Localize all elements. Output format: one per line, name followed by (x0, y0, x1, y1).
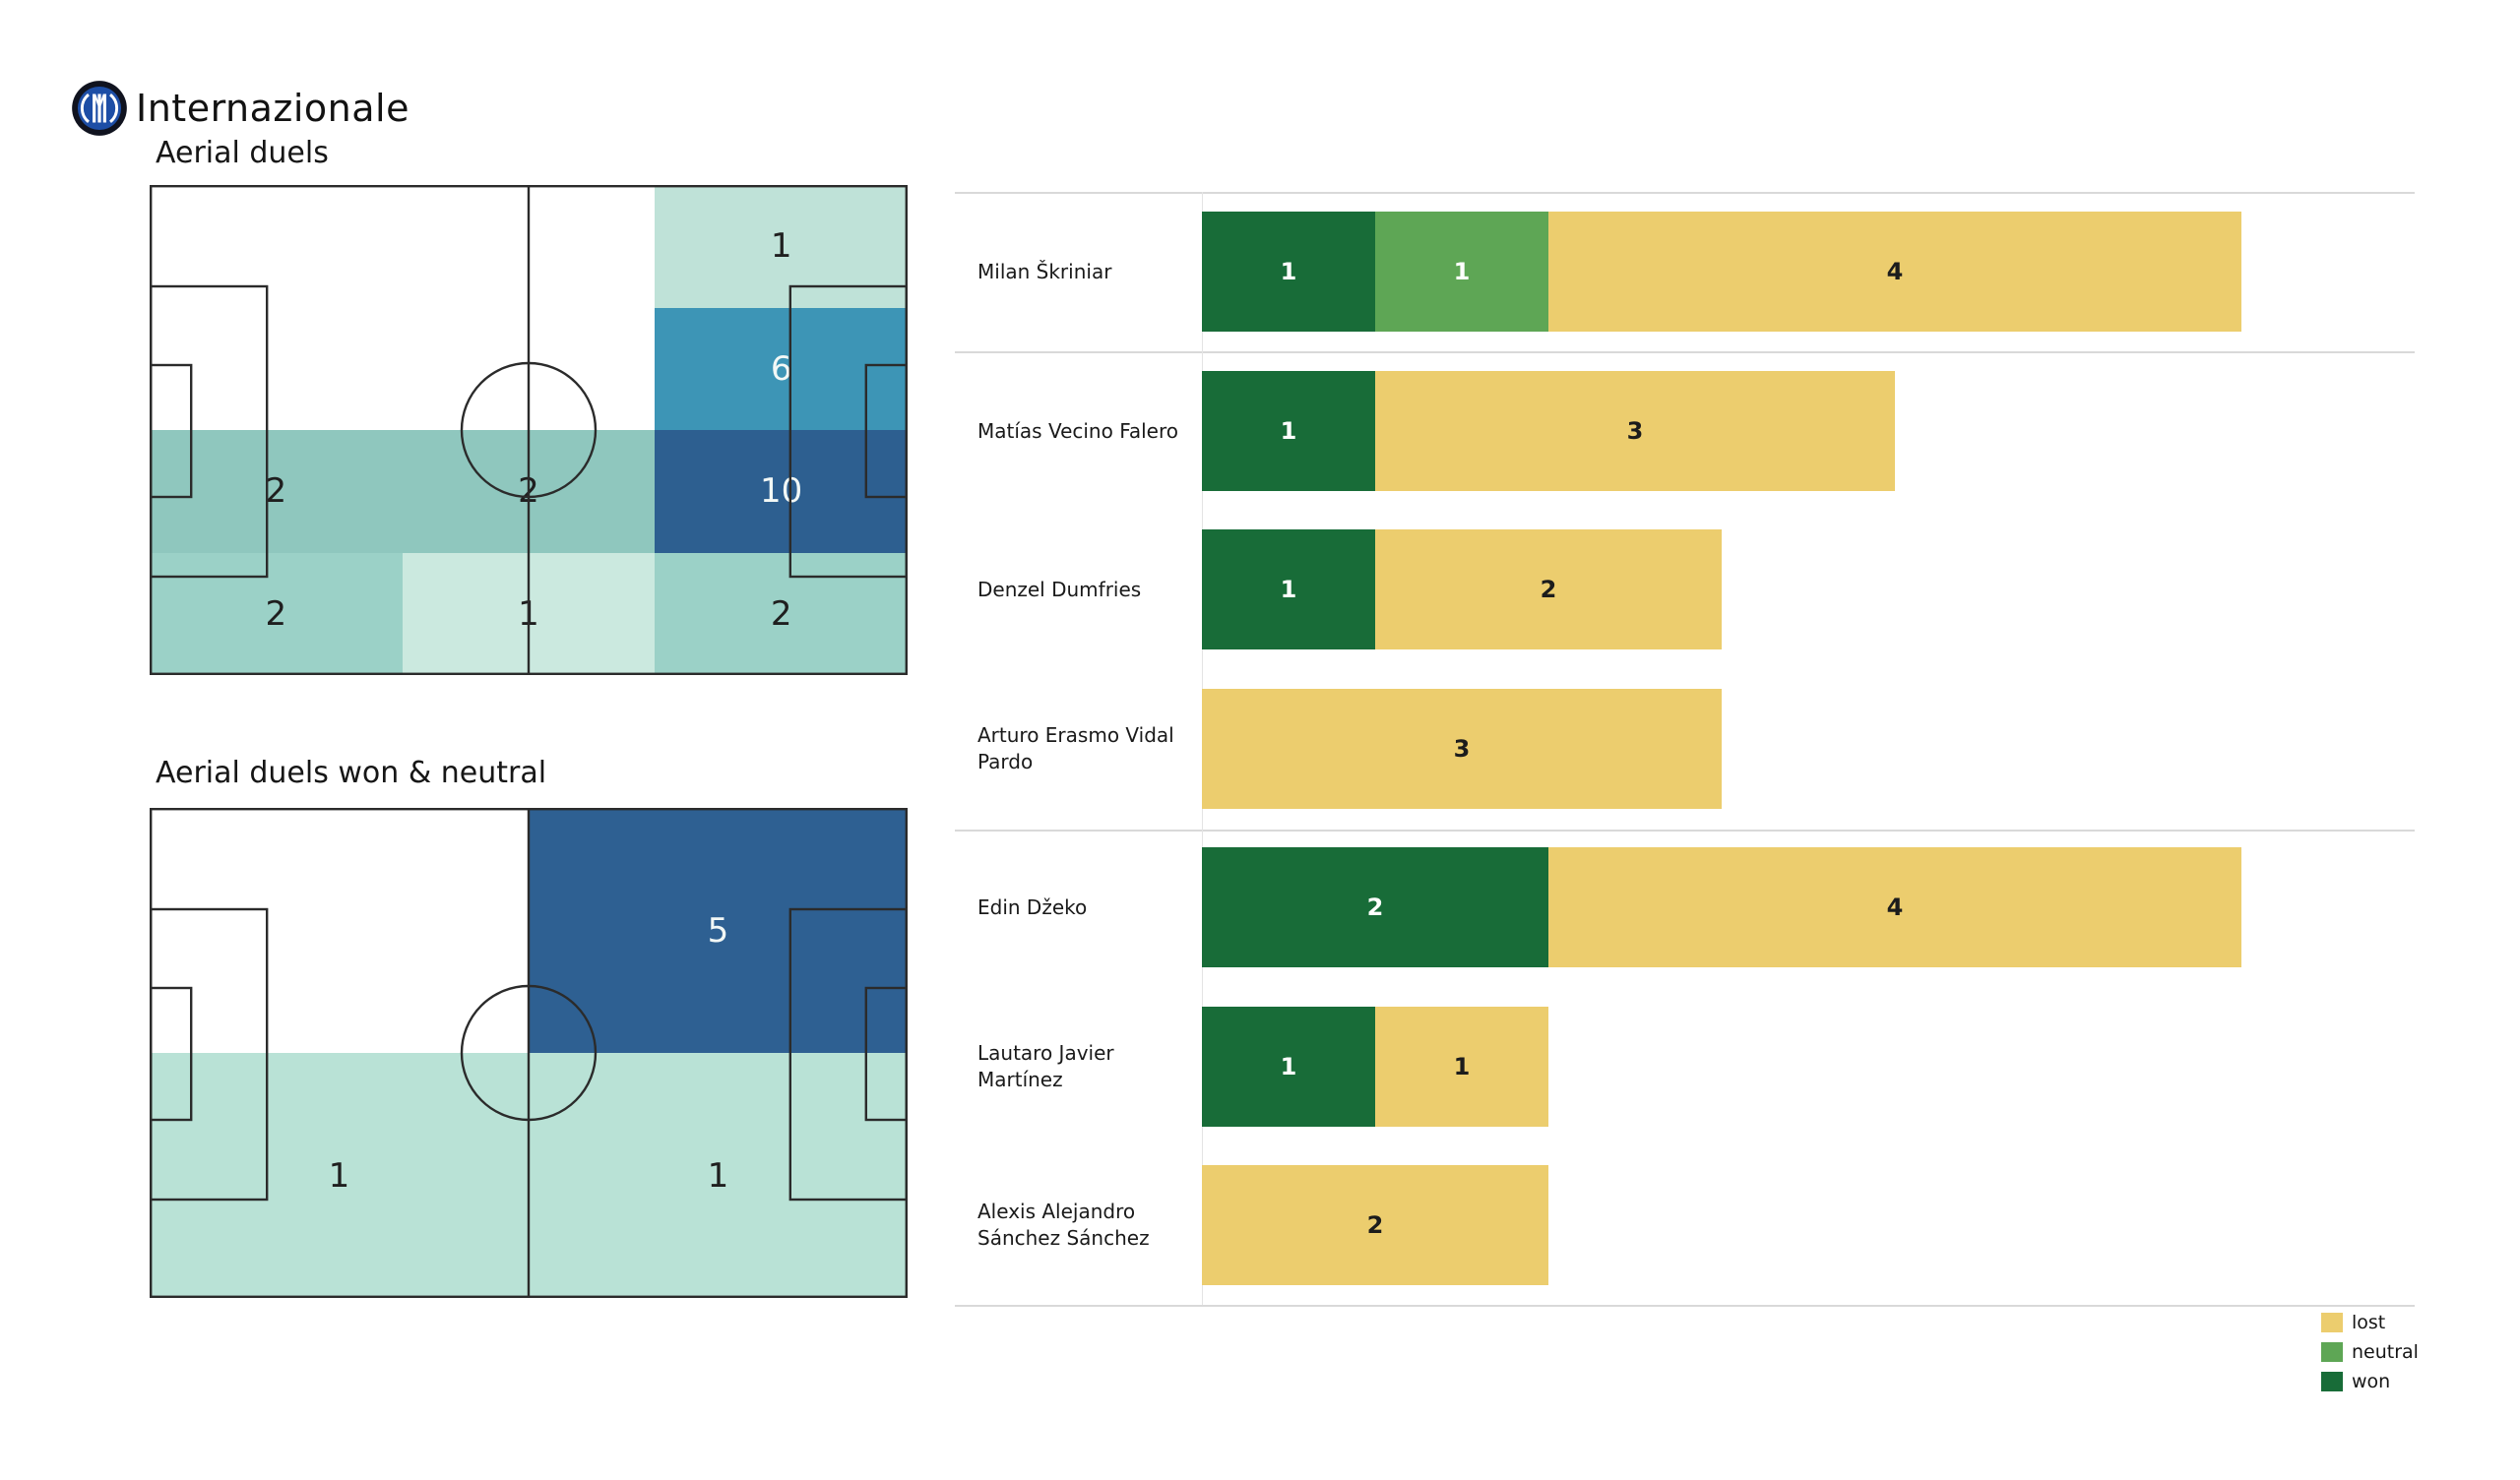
pitch-markings (150, 808, 908, 1298)
bar-segment-value: 2 (1366, 894, 1384, 921)
separator-line (955, 351, 2415, 353)
heat-zone: 1 (150, 1053, 529, 1298)
player-duels-bar: 2 (1202, 1165, 1548, 1285)
player-name: Arturo Erasmo Vidal Pardo (977, 689, 1200, 809)
heat-zone-value: 1 (770, 226, 792, 267)
player-name-line: Alexis Alejandro (977, 1200, 1136, 1223)
separator-line (955, 192, 2415, 194)
player-name: Matías Vecino Falero (977, 371, 1200, 491)
bar-segment-lost: 4 (1548, 212, 2241, 332)
bar-segment-value: 4 (1886, 894, 1904, 921)
team-header: Internazionale (71, 79, 410, 138)
bar-segment-value: 1 (1280, 258, 1297, 285)
bar-segment-won: 1 (1202, 1007, 1375, 1127)
player-duels-bar: 3 (1202, 689, 1722, 809)
player-name: Lautaro Javier Martínez (977, 1007, 1200, 1127)
legend-swatch-neutral (2321, 1342, 2343, 1362)
player-name-line: Pardo (977, 750, 1034, 773)
bar-segment-value: 1 (1453, 1053, 1471, 1080)
separator-line (955, 1305, 2415, 1307)
player-name-line: Milan Škriniar (977, 259, 1112, 283)
bar-segment-value: 1 (1280, 576, 1297, 603)
bar-segment-value: 2 (1540, 576, 1557, 603)
player-name: Alexis Alejandro Sánchez Sánchez (977, 1165, 1200, 1285)
legend-swatch-lost (2321, 1313, 2343, 1332)
player-name: Milan Škriniar (977, 212, 1200, 332)
bar-segment-lost: 3 (1202, 689, 1722, 809)
bar-segment-won: 1 (1202, 212, 1375, 332)
legend-item-lost: lost (2321, 1312, 2419, 1333)
bar-segment-value: 1 (1280, 417, 1297, 445)
separator-line (955, 830, 2415, 832)
player-name-line: Denzel Dumfries (977, 577, 1142, 601)
legend-label: neutral (2352, 1341, 2419, 1363)
bar-segment-won: 1 (1202, 371, 1375, 491)
bar-segment-won: 1 (1202, 529, 1375, 649)
heat-zone-value: 6 (770, 348, 792, 389)
bar-segment-lost: 2 (1375, 529, 1722, 649)
heat-zone-value: 1 (328, 1155, 350, 1196)
chart-legend: lost neutral won (2321, 1312, 2419, 1401)
player-name-line: Sánchez Sánchez (977, 1226, 1150, 1250)
heat-zone: 5 (529, 808, 908, 1053)
inter-crest-logo (72, 81, 127, 136)
legend-label: lost (2352, 1312, 2386, 1333)
team-name: Internazionale (136, 87, 410, 130)
bar-segment-value: 1 (1280, 1053, 1297, 1080)
bar-segment-lost: 3 (1375, 371, 1895, 491)
bar-segment-value: 3 (1626, 417, 1644, 445)
bar-segment-value: 1 (1453, 258, 1471, 285)
bar-segment-lost: 2 (1202, 1165, 1548, 1285)
bar-segment-value: 3 (1453, 735, 1471, 763)
heat-zone-value: 2 (265, 471, 287, 512)
heat-zone-value: 10 (760, 471, 803, 512)
heat-zone-value: 5 (707, 910, 729, 951)
heatmap-title-aerial-duels: Aerial duels (156, 136, 329, 170)
heat-zone-value: 2 (770, 593, 792, 634)
bar-segment-value: 4 (1886, 258, 1904, 285)
heat-zone: 2 (150, 552, 403, 675)
bar-segment-neutral: 1 (1375, 212, 1548, 332)
bar-segment-lost: 4 (1548, 847, 2241, 967)
heat-zone-value: 1 (707, 1155, 729, 1196)
player-name-line: Lautaro Javier Martínez (977, 1041, 1114, 1091)
pitch-markings (150, 185, 908, 675)
heat-zone-value: 2 (265, 593, 287, 634)
legend-item-neutral: neutral (2321, 1341, 2419, 1363)
legend-swatch-won (2321, 1372, 2343, 1391)
bar-segment-won: 2 (1202, 847, 1548, 967)
bar-segment-value: 2 (1366, 1211, 1384, 1239)
player-name-line: Matías Vecino Falero (977, 418, 1179, 443)
heatmap-title-aerial-duels-won-neutral: Aerial duels won & neutral (156, 756, 547, 790)
player-name: Denzel Dumfries (977, 529, 1200, 649)
player-name: Edin Džeko (977, 847, 1200, 967)
heat-zone: 2 (655, 552, 908, 675)
player-duels-bar: 1 1 4 (1202, 212, 2241, 332)
pitch-aerial-duels: 2 1 2 10 2 2 6 1 (150, 185, 908, 675)
bar-segment-lost: 1 (1375, 1007, 1548, 1127)
player-name-line: Arturo Erasmo Vidal (977, 723, 1174, 747)
player-name-line: Edin Džeko (977, 894, 1088, 919)
pitch-aerial-duels-won-neutral: 1 1 5 (150, 808, 908, 1298)
legend-label: won (2352, 1371, 2391, 1392)
legend-item-won: won (2321, 1371, 2419, 1392)
heat-zone: 1 (529, 1053, 908, 1298)
